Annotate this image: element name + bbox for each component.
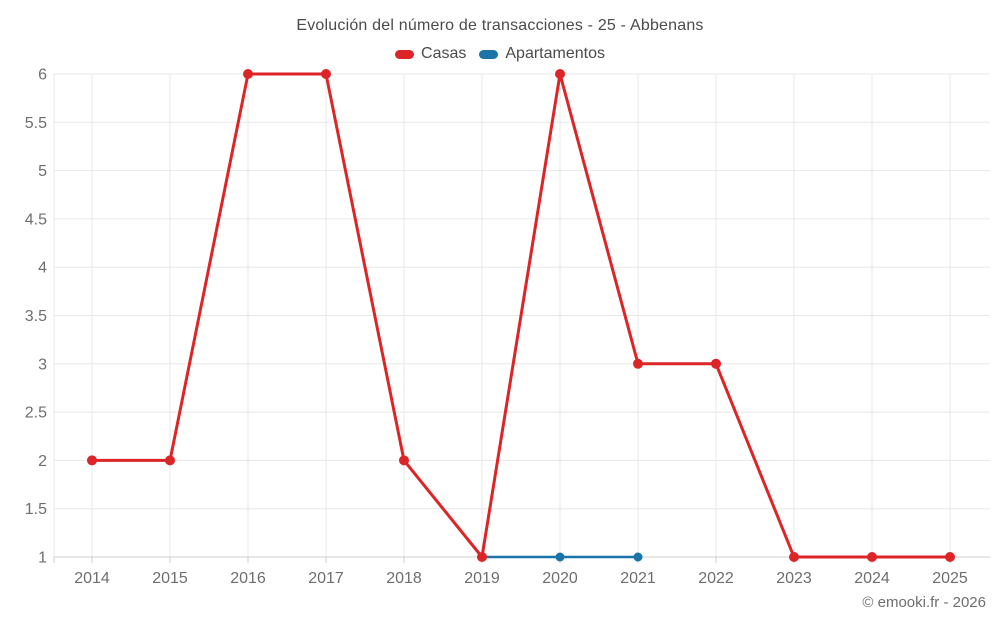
x-tick-label-2014: 2014: [74, 570, 110, 587]
x-tick-label-2015: 2015: [152, 570, 188, 587]
chart-title: Evolución del número de transacciones - …: [296, 17, 704, 34]
x-tick-label-2017: 2017: [308, 570, 344, 587]
x-tick-label-2019: 2019: [464, 570, 500, 587]
y-tick-label-5.5: 5.5: [25, 115, 47, 132]
y-tick-label-2.5: 2.5: [25, 405, 47, 422]
legend-label-apartamentos: Apartamentos: [505, 45, 605, 62]
series-line-casas: [90, 72, 952, 559]
chart-legend: Casas Apartamentos: [0, 45, 1000, 63]
x-tick-label-2022: 2022: [698, 570, 734, 587]
legend-swatch-apartamentos: [479, 49, 499, 59]
legend-label-casas: Casas: [421, 45, 467, 62]
y-tick-label-3: 3: [38, 356, 47, 373]
data-point-apartamentos-2021[interactable]: [633, 552, 643, 562]
y-tick-label-4.5: 4.5: [25, 211, 47, 228]
data-point-apartamentos-2020[interactable]: [555, 552, 565, 562]
x-tick-label-2025: 2025: [932, 570, 968, 587]
data-point-casas-2018[interactable]: [399, 455, 409, 466]
data-point-casas-2021[interactable]: [633, 358, 643, 369]
data-point-casas-2019[interactable]: [477, 552, 487, 562]
data-point-casas-2022[interactable]: [711, 358, 721, 369]
copyright-credit: © emooki.fr - 2026: [862, 594, 986, 611]
data-point-casas-2014[interactable]: [87, 455, 97, 466]
x-tick-label-2016: 2016: [230, 570, 266, 587]
x-tick-label-2023: 2023: [776, 570, 812, 587]
legend-swatch-casas: [395, 49, 415, 59]
y-tick-label-4: 4: [38, 260, 47, 277]
data-point-casas-2024[interactable]: [867, 552, 877, 562]
y-tick-label-1.5: 1.5: [25, 501, 47, 518]
data-point-casas-2023[interactable]: [789, 552, 799, 562]
legend-item-apartamentos[interactable]: Apartamentos: [479, 45, 605, 63]
y-tick-label-5: 5: [38, 163, 47, 180]
x-tick-label-2018: 2018: [386, 570, 422, 587]
data-point-casas-2015[interactable]: [165, 455, 175, 466]
x-tick-label-2024: 2024: [854, 570, 890, 587]
legend-item-casas[interactable]: Casas: [395, 45, 466, 63]
y-tick-label-6: 6: [38, 67, 47, 84]
y-tick-label-2: 2: [38, 453, 47, 470]
y-tick-label-3.5: 3.5: [25, 308, 47, 325]
x-tick-label-2020: 2020: [542, 570, 578, 587]
data-point-casas-2025[interactable]: [945, 552, 955, 562]
data-point-casas-2017[interactable]: [321, 69, 331, 79]
data-point-casas-2020[interactable]: [555, 69, 565, 79]
data-point-casas-2016[interactable]: [243, 69, 253, 79]
x-tick-label-2021: 2021: [620, 570, 656, 587]
y-tick-label-1: 1: [38, 550, 47, 567]
